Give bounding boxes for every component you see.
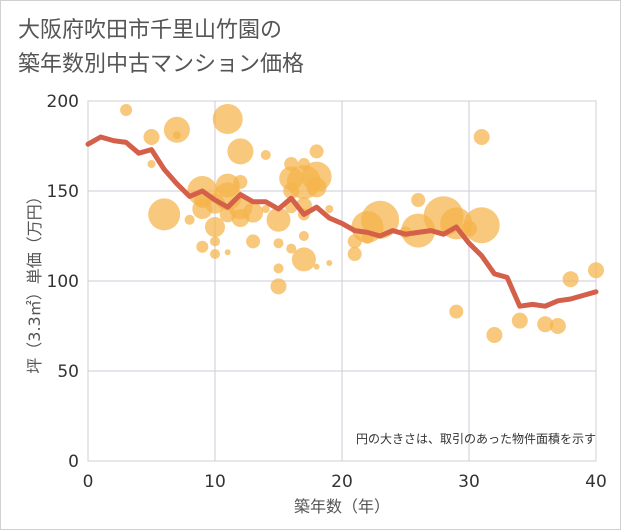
data-bubble (449, 304, 464, 319)
data-bubble (219, 206, 236, 223)
data-bubble (261, 205, 270, 213)
data-bubble (260, 150, 271, 160)
y-axis-ticks: 0 50 100 150 200 (47, 92, 79, 472)
data-bubble (537, 316, 554, 333)
data-bubble (205, 217, 225, 237)
data-bubble (215, 173, 240, 198)
data-bubble (273, 263, 284, 274)
data-bubble (347, 247, 362, 261)
x-tick-label: 0 (83, 472, 94, 492)
average-trend-series (85, 134, 599, 309)
data-bubble (549, 318, 566, 334)
data-bubble (283, 183, 300, 199)
data-bubble (196, 240, 209, 253)
data-bubble (486, 327, 503, 343)
y-tick-label: 50 (57, 362, 79, 382)
average-price-line (85, 134, 599, 309)
bubble-series (120, 104, 604, 343)
data-bubble (224, 249, 231, 256)
chart-title-line-2: 築年数別中古マンション価格 (18, 52, 305, 77)
y-tick-label: 200 (47, 92, 79, 112)
data-bubble (227, 138, 254, 165)
data-bubble (325, 205, 334, 213)
data-bubble (184, 214, 195, 225)
data-bubble (279, 166, 304, 191)
data-bubble (284, 157, 299, 171)
data-bubble (291, 247, 316, 272)
data-bubble (347, 234, 362, 249)
chart-title: 大阪府吹田市千里山竹園の 築年数別中古マンション価格 (18, 14, 304, 82)
data-bubble (143, 129, 160, 145)
data-bubble (461, 220, 477, 237)
data-bubble (306, 177, 327, 198)
data-bubble (233, 175, 248, 189)
x-tick-label: 30 (458, 472, 480, 492)
data-bubble (473, 129, 490, 145)
x-axis-ticks: 0 10 20 30 40 (83, 472, 607, 492)
chart-title-line-1: 大阪府吹田市千里山竹園の (18, 18, 283, 43)
data-bubble (273, 238, 284, 249)
data-bubble (172, 131, 181, 140)
x-axis-label: 築年数（年） (294, 497, 390, 516)
data-bubble (562, 271, 579, 288)
data-bubble (163, 116, 190, 143)
data-bubble (298, 231, 309, 241)
data-bubble (210, 249, 220, 259)
y-tick-label: 100 (47, 272, 79, 292)
grid-lines (88, 101, 596, 461)
data-bubble (511, 312, 528, 329)
data-bubble (212, 104, 243, 134)
x-tick-label: 40 (585, 472, 607, 492)
data-bubble (588, 262, 604, 279)
data-bubble (246, 234, 261, 249)
data-bubble (309, 144, 324, 159)
data-bubble (266, 207, 291, 232)
y-tick-label: 150 (47, 182, 79, 202)
data-bubble (313, 263, 320, 270)
bubble-size-note: 円の大きさは、取引のあった物件面積を示す (356, 431, 596, 446)
y-tick-label: 0 (68, 452, 79, 472)
data-bubble (411, 193, 426, 207)
data-bubble (270, 278, 287, 295)
y-axis-label: 坪（3.3㎡）単価（万円） (25, 188, 44, 373)
data-bubble (120, 104, 133, 116)
data-bubble (231, 209, 250, 227)
data-bubble (148, 198, 181, 231)
data-bubble (286, 243, 297, 254)
data-bubble (297, 158, 310, 170)
data-bubble (147, 160, 156, 168)
data-bubble (210, 236, 220, 247)
x-tick-label: 20 (331, 472, 353, 492)
x-tick-label: 10 (204, 472, 226, 492)
data-bubble (326, 260, 333, 266)
